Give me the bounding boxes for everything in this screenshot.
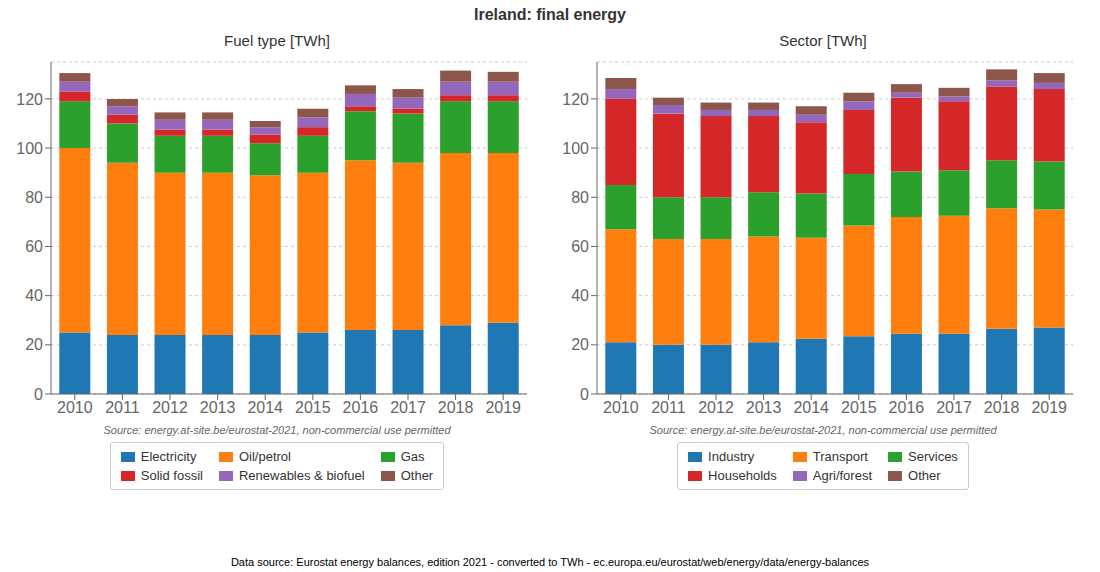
html-text:Fuel type [TWh]: Fuel type [TWh] [224, 32, 330, 49]
svg-text:2019: 2019 [1031, 399, 1067, 416]
html-text:Electricity: Electricity [140, 449, 197, 464]
html-text:Transport: Transport [812, 449, 868, 464]
html-text:Solid fossil: Solid fossil [140, 468, 203, 483]
svg-text:2013: 2013 [746, 399, 782, 416]
html-text:Gas: Gas [400, 449, 425, 464]
svg-text:100: 100 [16, 140, 43, 157]
svg-text:40: 40 [25, 287, 43, 304]
html-text:Oil/petrol: Oil/petrol [238, 449, 291, 464]
svg-text:60: 60 [571, 238, 589, 255]
html-text:Source: energy.at-site.be/euro: Source: energy.at-site.be/eurostat-2021,… [649, 424, 997, 436]
svg-text:2016: 2016 [343, 399, 379, 416]
svg-text:2010: 2010 [57, 399, 93, 416]
svg-text:2013: 2013 [200, 399, 236, 416]
svg-text:40: 40 [571, 287, 589, 304]
svg-text:2015: 2015 [295, 399, 331, 416]
svg-text:2016: 2016 [889, 399, 925, 416]
svg-text:2017: 2017 [936, 399, 972, 416]
svg-text:100: 100 [562, 140, 589, 157]
svg-text:2015: 2015 [841, 399, 877, 416]
svg-text:2011: 2011 [651, 399, 686, 416]
svg-text:120: 120 [562, 91, 589, 108]
html-text:Services: Services [908, 449, 958, 464]
html-text:Industry: Industry [708, 449, 755, 464]
html-text:Source: energy.at-site.be/euro: Source: energy.at-site.be/eurostat-2021,… [103, 424, 451, 436]
html-text:Ireland: final energy: Ireland: final energy [474, 6, 626, 23]
svg-text:2012: 2012 [152, 399, 188, 416]
svg-text:80: 80 [25, 189, 43, 206]
svg-text:2012: 2012 [698, 399, 734, 416]
svg-text:120: 120 [16, 91, 43, 108]
html-text:Renewables & biofuel: Renewables & biofuel [238, 468, 365, 483]
svg-text:80: 80 [571, 189, 589, 206]
svg-text:0: 0 [34, 386, 43, 403]
svg-text:2010: 2010 [603, 399, 639, 416]
svg-text:20: 20 [571, 336, 589, 353]
svg-text:2018: 2018 [984, 399, 1020, 416]
svg-text:2011: 2011 [105, 399, 140, 416]
svg-text:2014: 2014 [247, 399, 283, 416]
html-text:Other: Other [400, 468, 434, 483]
svg-text:2019: 2019 [485, 399, 521, 416]
svg-text:2014: 2014 [793, 399, 829, 416]
html-text:Other: Other [908, 468, 941, 483]
svg-text:0: 0 [580, 386, 589, 403]
svg-text:2018: 2018 [438, 399, 474, 416]
svg-text:2017: 2017 [390, 399, 426, 416]
svg-text:20: 20 [25, 336, 43, 353]
html-text:Agri/forest: Agri/forest [812, 468, 872, 483]
html-text:Data source: Eurostat energy b: Data source: Eurostat energy balances, e… [230, 556, 870, 568]
html-text:Households: Households [708, 468, 777, 483]
svg-text:60: 60 [25, 238, 43, 255]
html-text:Sector [TWh]: Sector [TWh] [779, 32, 867, 49]
